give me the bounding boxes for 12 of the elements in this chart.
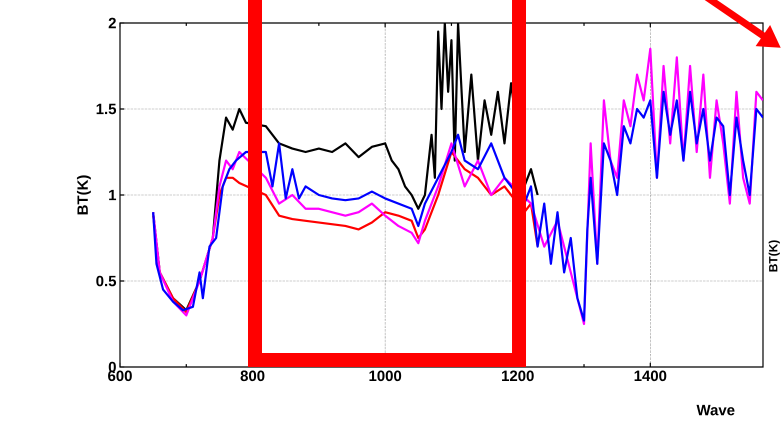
x-tick-label: 1200 bbox=[502, 370, 534, 382]
y-tick-label: 1.5 bbox=[96, 104, 116, 114]
y-tick-label: 1 bbox=[109, 190, 116, 200]
x-tick-label: 1400 bbox=[634, 370, 666, 382]
text: BT(K) bbox=[768, 240, 780, 272]
x-tick-label: 600 bbox=[108, 370, 132, 382]
x-tick-label: 800 bbox=[240, 370, 264, 382]
x-axis-title: Wave bbox=[696, 404, 734, 416]
x-tick-label: 1000 bbox=[369, 370, 402, 382]
y-tick-label: 2 bbox=[108, 18, 116, 28]
y-axis-title: BT(K) bbox=[76, 175, 91, 214]
y-tick-label: 0.5 bbox=[96, 276, 116, 286]
